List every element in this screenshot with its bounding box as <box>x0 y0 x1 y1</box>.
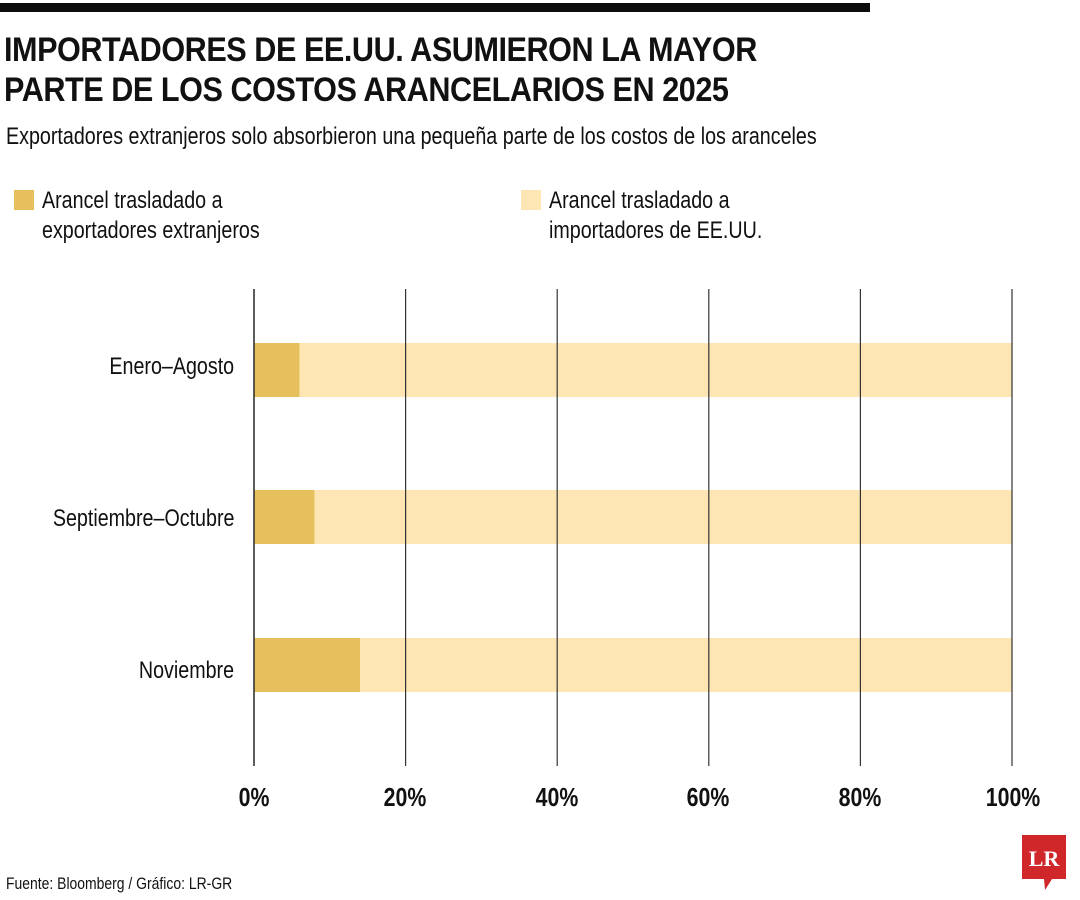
bar-segment-exporters <box>254 343 300 397</box>
x-tick-label: 40% <box>535 782 579 812</box>
x-tick-label: 80% <box>838 782 882 812</box>
bar-segment-exporters <box>254 638 361 692</box>
bar-segment-exporters <box>254 490 315 544</box>
category-label: Septiembre–Octubre <box>52 505 234 532</box>
x-tick-label: 60% <box>686 782 730 812</box>
bar-segment-importers <box>299 343 1013 397</box>
legend-swatch-importers <box>521 190 541 210</box>
legend-item-importers: Arancel trasladado a importadores de EE.… <box>521 186 879 246</box>
x-tick-label: 20% <box>383 782 427 812</box>
title-line-1: IMPORTADORES DE EE.UU. ASUMIERON LA MAYO… <box>4 31 757 69</box>
logo-text: LR <box>1029 846 1061 871</box>
x-tick-label: 100% <box>985 782 1041 812</box>
legend-item-exporters: Arancel trasladado a exportadores extran… <box>14 186 372 246</box>
category-label: Enero–Agosto <box>109 353 234 380</box>
legend-label-exporters: Arancel trasladado a exportadores extran… <box>42 187 260 244</box>
chart-subtitle: Exportadores extranjeros solo absorbiero… <box>6 123 817 150</box>
bar-segment-importers <box>314 490 1012 544</box>
source-note: Fuente: Bloomberg / Gráfico: LR-GR <box>6 874 233 893</box>
legend-swatch-exporters <box>14 190 34 210</box>
legend-label-importers: Arancel trasladado a importadores de EE.… <box>549 187 763 244</box>
chart-title: IMPORTADORES DE EE.UU. ASUMIERON LA MAYO… <box>4 30 904 110</box>
lr-logo-icon: LR <box>1022 835 1066 890</box>
category-label: Noviembre <box>138 657 234 684</box>
top-rule <box>0 3 870 12</box>
bar-segment-importers <box>360 638 1012 692</box>
title-line-2: PARTE DE LOS COSTOS ARANCELARIOS EN 2025 <box>4 71 729 109</box>
x-tick-label: 0% <box>238 782 270 812</box>
